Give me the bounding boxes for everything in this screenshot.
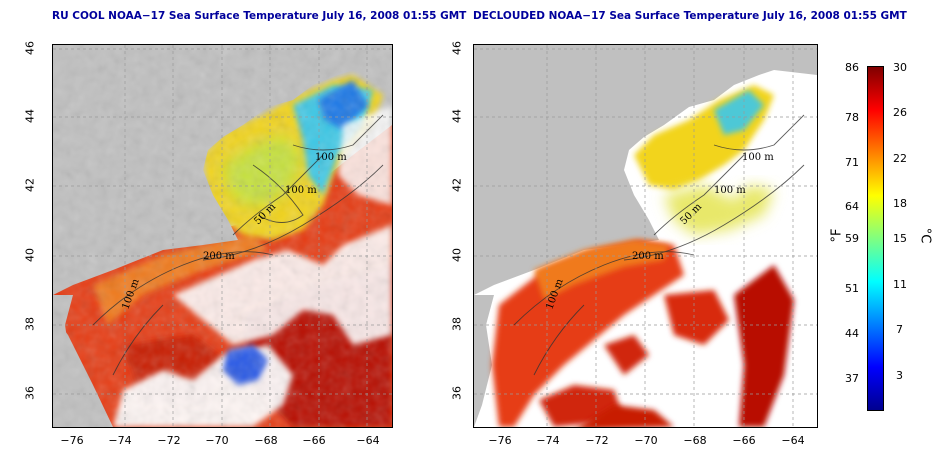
panel-title-raw: RU COOL NOAA−17 Sea Surface Temperature … (52, 10, 467, 22)
contour-label: 100 m (714, 185, 746, 196)
cb-f-tick: 71 (845, 156, 859, 169)
panel-title-declouded: DECLOUDED NOAA−17 Sea Surface Temperatur… (473, 10, 907, 22)
lon-tick: −72 (585, 434, 609, 447)
cb-f-tick: 37 (845, 372, 859, 385)
cb-f-tick: 78 (845, 111, 859, 124)
lat-tick: 46 (450, 41, 464, 55)
cb-c-tick: 15 (893, 232, 907, 245)
unit-fahrenheit: °F (829, 228, 845, 243)
lon-tick: −68 (683, 434, 707, 447)
lat-tick: 36 (450, 386, 464, 400)
cb-c-tick: 7 (896, 323, 903, 336)
lat-tick: 36 (23, 386, 37, 400)
contour-label: 100 m (285, 185, 317, 196)
lat-tick: 44 (450, 109, 464, 123)
cb-c-tick: 3 (896, 369, 903, 382)
colorbar (867, 66, 884, 411)
contour-label: 100 m (315, 152, 347, 163)
lat-tick: 40 (23, 248, 37, 262)
lon-tick: −64 (356, 434, 380, 447)
sst-map-raw-image: 100 m 100 m 50 m 200 m 100 m (53, 45, 392, 427)
contour-label: 200 m (203, 251, 235, 262)
lat-tick: 42 (23, 178, 37, 192)
cb-f-tick: 44 (845, 327, 859, 340)
cb-f-tick: 51 (845, 282, 859, 295)
lon-tick: −64 (781, 434, 805, 447)
sst-map-raw: 100 m 100 m 50 m 200 m 100 m (52, 44, 393, 428)
cb-c-tick: 11 (893, 278, 907, 291)
cb-f-tick: 64 (845, 200, 859, 213)
lon-tick: −70 (205, 434, 229, 447)
lon-tick: −74 (536, 434, 560, 447)
sst-map-declouded-image: 100 m 100 m 50 m 200 m 100 m (474, 45, 817, 427)
cb-c-tick: 22 (893, 152, 907, 165)
lon-tick: −66 (302, 434, 326, 447)
cb-c-tick: 26 (893, 106, 907, 119)
cb-f-tick: 86 (845, 61, 859, 74)
lon-tick: −76 (60, 434, 84, 447)
lon-tick: −70 (634, 434, 658, 447)
lat-tick: 42 (450, 178, 464, 192)
lat-tick: 38 (450, 317, 464, 331)
lat-tick: 46 (23, 41, 37, 55)
lat-tick: 44 (23, 109, 37, 123)
lon-tick: −74 (108, 434, 132, 447)
cb-f-tick: 59 (845, 232, 859, 245)
lat-tick: 38 (23, 317, 37, 331)
lat-tick: 40 (450, 248, 464, 262)
lon-tick: −72 (157, 434, 181, 447)
cb-c-tick: 18 (893, 197, 907, 210)
cb-c-tick: 30 (893, 61, 907, 74)
contour-label: 100 m (742, 152, 774, 163)
lon-tick: −76 (488, 434, 512, 447)
unit-celsius: °C (917, 227, 933, 244)
lon-tick: −68 (254, 434, 278, 447)
lon-tick: −66 (732, 434, 756, 447)
sst-map-declouded: 100 m 100 m 50 m 200 m 100 m (473, 44, 818, 428)
contour-label: 200 m (632, 251, 664, 262)
